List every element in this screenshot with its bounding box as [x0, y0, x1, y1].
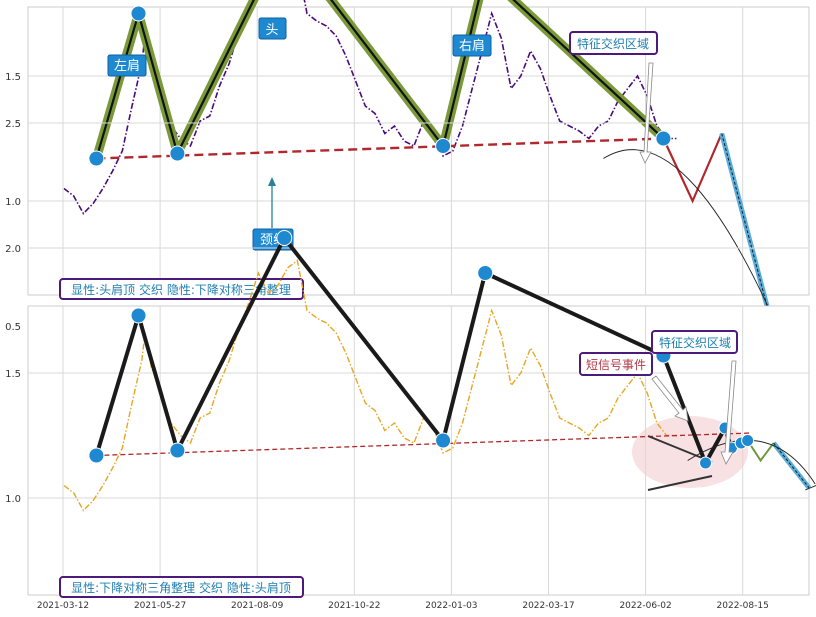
svg-text:右肩: 右肩	[459, 38, 485, 54]
x-tick-label: 2021-10-22	[328, 601, 380, 611]
x-tick-label: 2022-01-03	[425, 601, 477, 611]
neckline-line	[96, 432, 751, 457]
projection-arc	[687, 439, 816, 485]
y-tick-label: 0.5	[5, 322, 21, 333]
svg-text:显性:下降对称三角整理 交织 隐性:头肩顶: 显性:下降对称三角整理 交织 隐性:头肩顶	[71, 580, 291, 595]
top-y-tick-labels: 0.5 1.0 1.5 2.0 2.5	[5, 72, 21, 333]
y-tick-label: 1.5	[5, 369, 21, 380]
x-tick-label: 2022-08-15	[717, 601, 769, 611]
svg-text:特征交织区域: 特征交织区域	[659, 335, 731, 350]
y-tick-label: 1.0	[5, 494, 21, 505]
y-tick-label: 1.5	[5, 72, 21, 83]
pattern-point	[130, 307, 147, 324]
head-label: 头	[258, 17, 287, 40]
top-price-series	[63, 0, 677, 215]
bottom-caption: 显性:下降对称三角整理 交织 隐性:头肩顶	[59, 576, 304, 598]
projection-zigzag	[662, 133, 723, 204]
y-tick-label: 1.0	[5, 197, 21, 208]
projection-target-line	[773, 442, 810, 489]
pattern-point	[435, 138, 452, 154]
pattern-point	[741, 434, 755, 447]
price-line	[63, 259, 677, 512]
bottom-y-tick-labels: 0.5 1.0 1.5 2.0 2.5	[5, 119, 21, 505]
bottom-feature-zone-label: 特征交织区域	[651, 330, 738, 465]
bottom-price-series	[63, 259, 677, 512]
signal-event-label: 短信号事件	[579, 352, 689, 422]
top-caption: 显性:头肩顶 交织 隐性:下降对称三角整理	[59, 278, 304, 300]
x-tick-label: 2021-05-27	[134, 601, 186, 611]
svg-text:显性:头肩顶 交织 隐性:下降对称三角整理: 显性:头肩顶 交织 隐性:下降对称三角整理	[71, 282, 291, 297]
top-pattern-points	[88, 5, 672, 167]
top-feature-zone-label: 特征交织区域	[569, 31, 658, 164]
pattern-point	[276, 230, 293, 246]
pattern-point	[699, 456, 713, 470]
left-shoulder-label: 左肩	[107, 54, 147, 77]
x-tick-label: 2022-03-17	[522, 601, 574, 611]
pattern-point	[130, 5, 147, 22]
pattern-point	[169, 145, 186, 162]
x-tick-label: 2021-08-09	[231, 601, 284, 611]
svg-text:头: 头	[265, 23, 278, 38]
pattern-point	[655, 130, 672, 147]
bottom-neckline	[96, 432, 751, 457]
projection-arc	[603, 149, 784, 340]
bottom-chart: 0.51.01.52.02.5 2021-03-122021-05-272021…	[5, 119, 816, 611]
top-chart: 0.51.01.52.02.5 左肩 头 右肩 颈线 特征交织区域	[5, 0, 810, 347]
top-neckline	[96, 137, 664, 160]
price-line	[63, 0, 677, 215]
svg-text:左肩: 左肩	[114, 58, 140, 74]
top-plot-frame	[27, 6, 810, 296]
svg-text:短信号事件: 短信号事件	[586, 358, 646, 372]
x-tick-label: 2022-06-02	[619, 601, 671, 611]
svg-text:特征交织区域: 特征交织区域	[577, 36, 649, 51]
pattern-point	[435, 432, 452, 449]
pattern-point	[88, 447, 105, 464]
projection-zigzag	[746, 439, 775, 463]
bottom-x-tick-labels: 2021-03-12 2021-05-27 2021-08-09 2021-10-22…	[37, 601, 769, 611]
neckline-line	[96, 137, 664, 160]
pattern-point	[88, 150, 105, 167]
pattern-point	[169, 442, 186, 459]
x-tick-label: 2021-03-12	[37, 601, 89, 611]
y-tick-label: 2.5	[5, 119, 21, 130]
projection-bracket	[805, 485, 816, 491]
right-shoulder-label: 右肩	[452, 34, 492, 57]
bottom-projection	[687, 439, 816, 491]
y-tick-label: 2.0	[5, 244, 21, 255]
pattern-point	[477, 265, 494, 281]
